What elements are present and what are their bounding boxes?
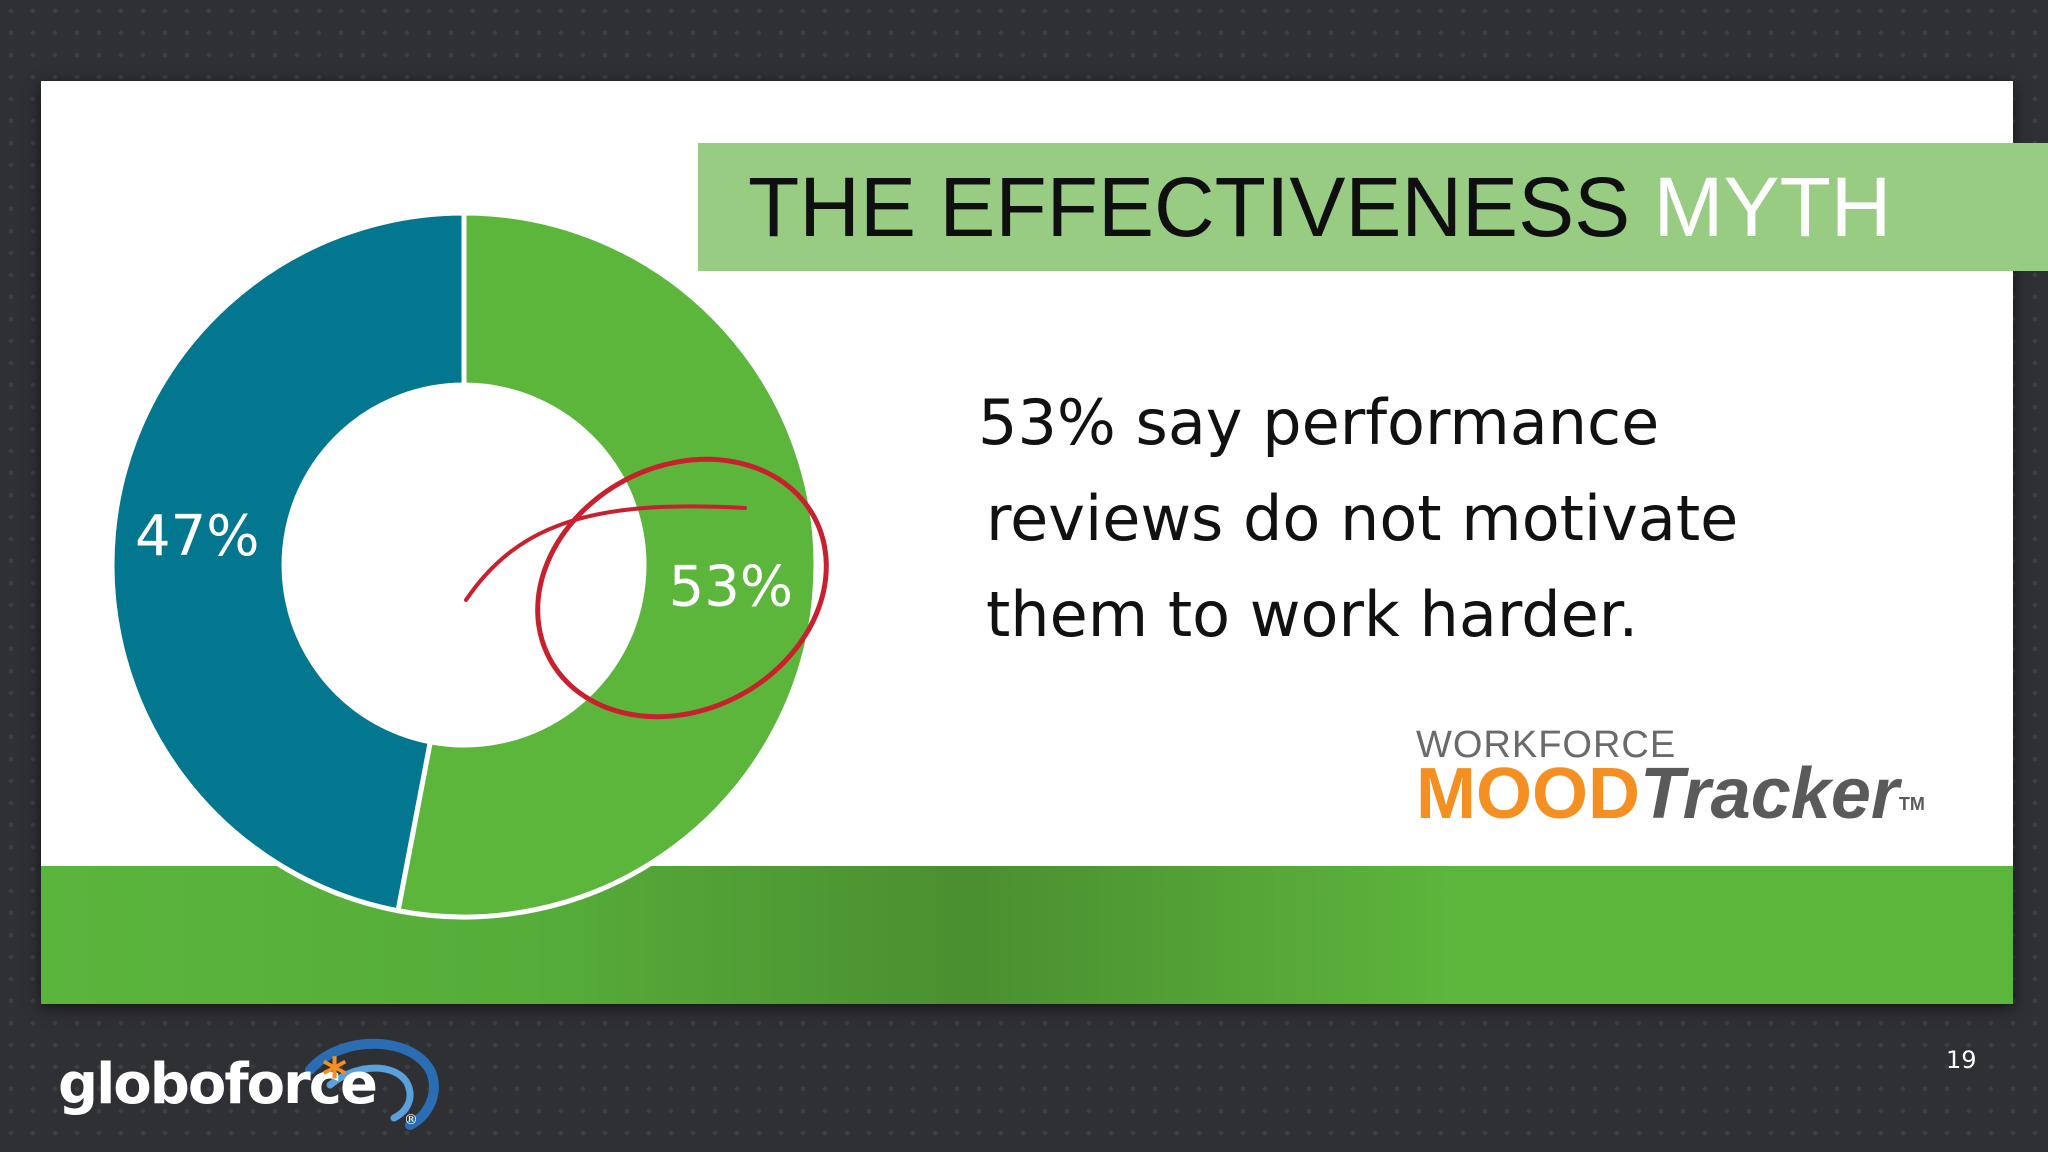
globoforce-word: globoforce <box>58 1052 378 1117</box>
workforce-mood-tracker-logo: WORKFORCE MOODTrackerTM <box>1410 712 1970 836</box>
slice-layer <box>109 210 819 920</box>
statement-line-3: them to work harder. <box>986 578 1639 651</box>
globoforce-registered-mark: ® <box>404 1112 418 1128</box>
title-accent: MYTH <box>1653 160 1892 254</box>
highlight-stroke-tail <box>464 504 747 602</box>
page-number: 19 <box>1946 1046 1977 1074</box>
donut-label-2: 47% <box>135 504 259 569</box>
slide-title: THE EFFECTIVENESS MYTH <box>748 148 1891 266</box>
label-layer: 53% 47% <box>135 504 793 619</box>
globoforce-star-icon: * <box>322 1048 348 1104</box>
statement-line-2: reviews do not motivate <box>986 482 1739 555</box>
logo-tracker-word: Tracker <box>1639 754 1899 834</box>
title-main: THE EFFECTIVENESS <box>748 160 1631 254</box>
highlight-circle <box>535 456 829 720</box>
title-bar <box>698 143 2048 271</box>
logo-tm-mark: TM <box>1898 794 1925 814</box>
donut-label-1: 53% <box>669 554 793 619</box>
donut-slice-2 <box>109 210 467 914</box>
logo-mood-tracker-wordmark: MOODTrackerTM <box>1416 754 1925 834</box>
logo-workforce-word: WORKFORCE <box>1416 724 1677 766</box>
globoforce-swoosh-icon <box>305 1038 439 1130</box>
logo-mood-word: MOOD <box>1416 754 1640 834</box>
annotation-layer <box>464 456 829 720</box>
statement-line-1: 53% say performance <box>978 386 1660 459</box>
statement-text: 53% say performance reviews do not motiv… <box>978 375 1838 663</box>
globoforce-logo: globoforce * ® <box>58 1030 439 1140</box>
